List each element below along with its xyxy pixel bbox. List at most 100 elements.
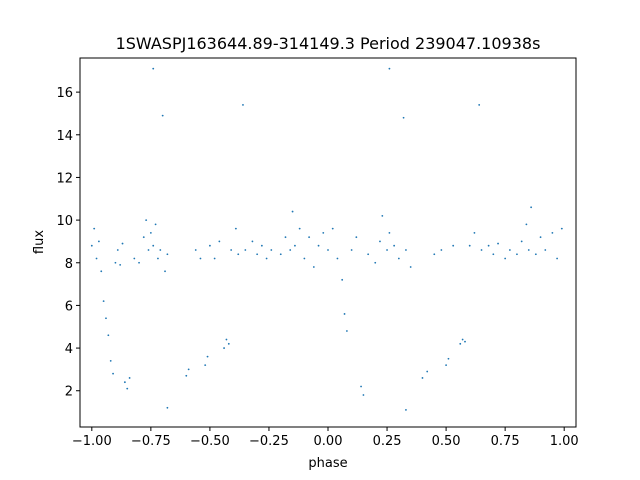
data-point <box>360 385 362 388</box>
data-point <box>478 104 481 106</box>
data-point <box>336 257 339 260</box>
data-point <box>381 214 384 217</box>
data-point <box>97 240 100 243</box>
data-point <box>138 261 140 264</box>
x-tick-label: −0.25 <box>249 434 289 449</box>
data-point <box>312 266 315 268</box>
data-point <box>154 223 157 226</box>
data-point <box>539 236 542 239</box>
data-point <box>409 266 412 268</box>
data-point <box>345 330 348 332</box>
data-point <box>256 253 259 256</box>
x-tick-label: −0.50 <box>190 434 230 449</box>
y-tick-label: 14 <box>56 129 73 144</box>
data-point <box>508 249 511 251</box>
y-tick-label: 12 <box>56 171 73 186</box>
data-point <box>317 244 320 247</box>
data-point <box>473 232 476 234</box>
data-point <box>374 261 377 264</box>
data-point <box>225 338 228 341</box>
data-point <box>388 232 391 234</box>
data-point <box>291 210 294 213</box>
data-point <box>386 249 388 251</box>
data-point <box>227 342 230 345</box>
data-point <box>452 244 455 247</box>
y-tick-label: 10 <box>56 214 73 229</box>
data-point <box>213 257 216 260</box>
data-point <box>93 227 96 230</box>
data-point <box>242 104 244 106</box>
data-point <box>123 381 126 384</box>
data-point <box>350 249 353 251</box>
data-point <box>126 387 129 390</box>
data-point <box>218 240 221 243</box>
data-point <box>405 249 407 251</box>
data-point <box>331 227 334 230</box>
data-point <box>128 377 131 379</box>
data-point <box>90 244 93 247</box>
data-point <box>112 372 114 375</box>
data-point <box>294 244 296 247</box>
data-point <box>433 253 436 256</box>
data-point <box>362 394 365 396</box>
data-point <box>251 240 254 243</box>
data-point <box>355 236 358 239</box>
data-point <box>556 257 559 260</box>
data-point <box>461 338 464 341</box>
data-point <box>152 244 155 247</box>
data-point <box>230 249 233 251</box>
data-point <box>527 249 530 251</box>
data-point <box>109 359 112 362</box>
data-point <box>560 227 563 230</box>
data-point <box>544 249 547 251</box>
x-axis-ticks: −1.00 −0.75 −0.50 −0.25 0.00 0.25 0.50 0.75 1.00 <box>72 427 579 449</box>
data-point <box>105 317 107 320</box>
data-point <box>121 242 124 245</box>
data-point <box>234 227 237 230</box>
data-point <box>405 409 407 411</box>
data-point <box>185 374 188 377</box>
data-point <box>289 249 292 251</box>
data-point <box>468 244 471 247</box>
data-point <box>388 67 391 70</box>
data-point <box>142 236 145 239</box>
data-point <box>119 263 122 266</box>
data-point <box>149 232 152 234</box>
data-point <box>525 223 528 226</box>
data-point <box>206 355 209 358</box>
data-point <box>440 249 443 251</box>
data-point <box>194 249 197 251</box>
data-point <box>204 364 207 367</box>
data-point <box>152 67 155 70</box>
x-tick-label: 0.25 <box>373 434 402 449</box>
data-point <box>464 340 466 343</box>
data-point <box>447 357 450 360</box>
x-tick-label: −0.75 <box>131 434 171 449</box>
data-point <box>492 253 495 256</box>
data-point <box>100 270 103 273</box>
data-point <box>367 253 370 256</box>
data-point <box>393 244 396 247</box>
y-tick-label: 2 <box>65 385 73 400</box>
data-point <box>343 313 346 315</box>
data-point <box>265 257 268 260</box>
data-point <box>497 242 499 245</box>
plot-area <box>80 58 576 427</box>
data-point <box>421 377 424 379</box>
data-point <box>161 114 164 117</box>
y-tick-label: 4 <box>65 342 73 357</box>
data-point <box>308 236 311 239</box>
x-tick-label: −1.00 <box>72 434 112 449</box>
data-point <box>504 257 507 260</box>
data-point <box>260 244 263 247</box>
y-tick-label: 16 <box>56 86 73 101</box>
data-point <box>145 219 148 222</box>
data-point <box>322 232 325 234</box>
data-point <box>159 249 162 251</box>
data-point <box>459 342 462 345</box>
data-point <box>303 257 306 260</box>
y-tick-label: 6 <box>65 299 73 314</box>
data-point <box>116 249 119 251</box>
data-point <box>166 406 169 409</box>
